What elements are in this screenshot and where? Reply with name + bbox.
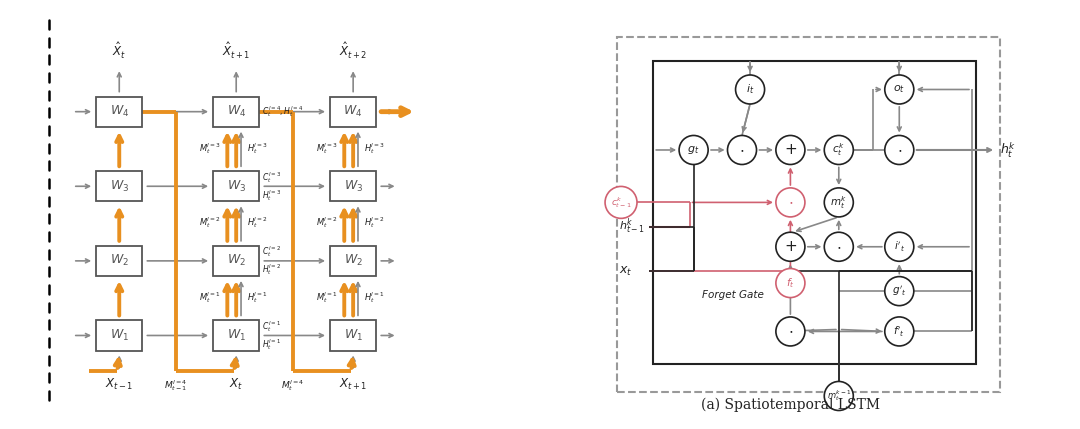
Text: $W_4$: $W_4$ [227, 104, 246, 119]
Text: $C_t^{l=2}$
$H_t^{l=2}$: $C_t^{l=2}$ $H_t^{l=2}$ [262, 245, 282, 277]
Text: $x_t$: $x_t$ [619, 264, 633, 278]
Circle shape [885, 136, 914, 164]
Text: $M_t^{l=2}$: $M_t^{l=2}$ [316, 215, 338, 230]
Text: $W_2$: $W_2$ [227, 254, 245, 269]
FancyBboxPatch shape [617, 37, 1000, 392]
Text: $W_2$: $W_2$ [110, 254, 129, 269]
Circle shape [824, 136, 853, 164]
Text: $M_t^{l=3}$: $M_t^{l=3}$ [199, 141, 221, 156]
Text: $i_t$: $i_t$ [746, 83, 754, 97]
FancyBboxPatch shape [96, 171, 143, 201]
Text: $W_4$: $W_4$ [109, 104, 129, 119]
FancyBboxPatch shape [653, 61, 976, 364]
FancyBboxPatch shape [330, 97, 376, 127]
Text: $M_{t-1}^{l=4}$: $M_{t-1}^{l=4}$ [164, 378, 188, 393]
Text: $W_1$: $W_1$ [343, 328, 363, 343]
Text: $\cdot$: $\cdot$ [740, 143, 744, 157]
FancyBboxPatch shape [213, 246, 259, 276]
Text: $\hat{X}_{t+1}$: $\hat{X}_{t+1}$ [222, 41, 251, 61]
Text: $\cdot$: $\cdot$ [787, 324, 793, 338]
Text: $X_{t-1}$: $X_{t-1}$ [105, 377, 134, 392]
Text: $H_t^{l=1}$: $H_t^{l=1}$ [364, 290, 386, 305]
Circle shape [885, 317, 914, 346]
Text: $M_t^{l=1}$: $M_t^{l=1}$ [316, 290, 338, 305]
Text: $H_t^{l=2}$: $H_t^{l=2}$ [247, 215, 269, 230]
Text: $m_t^k$: $m_t^k$ [831, 194, 848, 211]
Text: $W_1$: $W_1$ [227, 328, 246, 343]
Text: $o_t$: $o_t$ [893, 84, 905, 95]
Text: $c_{t-1}^k$: $c_{t-1}^k$ [610, 195, 632, 210]
Text: $C_t^{l=1}$
$H_t^{l=1}$: $C_t^{l=1}$ $H_t^{l=1}$ [262, 319, 282, 352]
Circle shape [824, 232, 853, 261]
Circle shape [775, 269, 805, 298]
Text: $X_t$: $X_t$ [229, 377, 243, 392]
Circle shape [885, 232, 914, 261]
Text: $g'_t$: $g'_t$ [892, 284, 906, 298]
Text: $W_1$: $W_1$ [110, 328, 129, 343]
Circle shape [775, 317, 805, 346]
Circle shape [824, 188, 853, 217]
Text: $H_t^{l=1}$: $H_t^{l=1}$ [247, 290, 269, 305]
FancyBboxPatch shape [330, 320, 376, 350]
Text: $H_t^{l=3}$: $H_t^{l=3}$ [247, 141, 269, 156]
FancyBboxPatch shape [96, 97, 143, 127]
Text: $f_t$: $f_t$ [786, 276, 795, 290]
Text: $M_t^{l=2}$: $M_t^{l=2}$ [199, 215, 221, 230]
Text: Forget Gate: Forget Gate [702, 290, 764, 300]
Text: $+$: $+$ [784, 143, 797, 157]
Text: $h_t^k$: $h_t^k$ [1000, 140, 1016, 160]
Circle shape [775, 136, 805, 164]
Text: $f'_t$: $f'_t$ [893, 324, 905, 338]
Text: $W_2$: $W_2$ [343, 254, 363, 269]
FancyBboxPatch shape [330, 246, 376, 276]
Circle shape [735, 75, 765, 104]
Text: $m_t^{k-1}$: $m_t^{k-1}$ [826, 389, 851, 403]
Text: $H_t^{l=3}$: $H_t^{l=3}$ [364, 141, 386, 156]
FancyBboxPatch shape [96, 320, 143, 350]
Text: $h_{t-1}^k$: $h_{t-1}^k$ [619, 217, 645, 236]
Text: $M_t^{l=3}$: $M_t^{l=3}$ [315, 141, 338, 156]
Circle shape [775, 188, 805, 217]
Text: $C_t^{l=4},H_t^{l=4}$: $C_t^{l=4},H_t^{l=4}$ [262, 104, 303, 119]
FancyBboxPatch shape [213, 171, 259, 201]
Text: $W_3$: $W_3$ [110, 179, 129, 194]
Text: $C_t^{l=3}$
$H_t^{l=3}$: $C_t^{l=3}$ $H_t^{l=3}$ [262, 170, 282, 203]
Circle shape [775, 232, 805, 261]
Text: $\hat{X}_{t+2}$: $\hat{X}_{t+2}$ [339, 41, 367, 61]
Text: $X_{t+1}$: $X_{t+1}$ [339, 377, 367, 392]
Text: $i'_t$: $i'_t$ [894, 240, 905, 254]
FancyBboxPatch shape [213, 97, 259, 127]
Text: $c_t^k$: $c_t^k$ [833, 142, 846, 158]
Circle shape [885, 75, 914, 104]
Circle shape [679, 136, 708, 164]
Text: (a) Spatiotemporal LSTM: (a) Spatiotemporal LSTM [701, 398, 880, 412]
Text: $M_t^{l=4}$: $M_t^{l=4}$ [281, 378, 305, 393]
Circle shape [824, 381, 853, 411]
Text: $g_t$: $g_t$ [688, 144, 700, 156]
Text: $+$: $+$ [784, 240, 797, 254]
Circle shape [605, 187, 637, 218]
FancyBboxPatch shape [213, 320, 259, 350]
Text: $\hat{X}_t$: $\hat{X}_t$ [112, 41, 126, 61]
Circle shape [885, 277, 914, 305]
Text: $W_4$: $W_4$ [343, 104, 363, 119]
Text: $\cdot$: $\cdot$ [896, 143, 902, 157]
FancyBboxPatch shape [330, 171, 376, 201]
Text: $H_t^{l=2}$: $H_t^{l=2}$ [364, 215, 386, 230]
Text: $M_t^{l=1}$: $M_t^{l=1}$ [199, 290, 221, 305]
Text: $W_3$: $W_3$ [227, 179, 246, 194]
Text: $\cdot$: $\cdot$ [836, 240, 841, 254]
Text: $W_3$: $W_3$ [343, 179, 363, 194]
Text: $\cdot$: $\cdot$ [787, 195, 793, 209]
Circle shape [728, 136, 756, 164]
FancyBboxPatch shape [96, 246, 143, 276]
